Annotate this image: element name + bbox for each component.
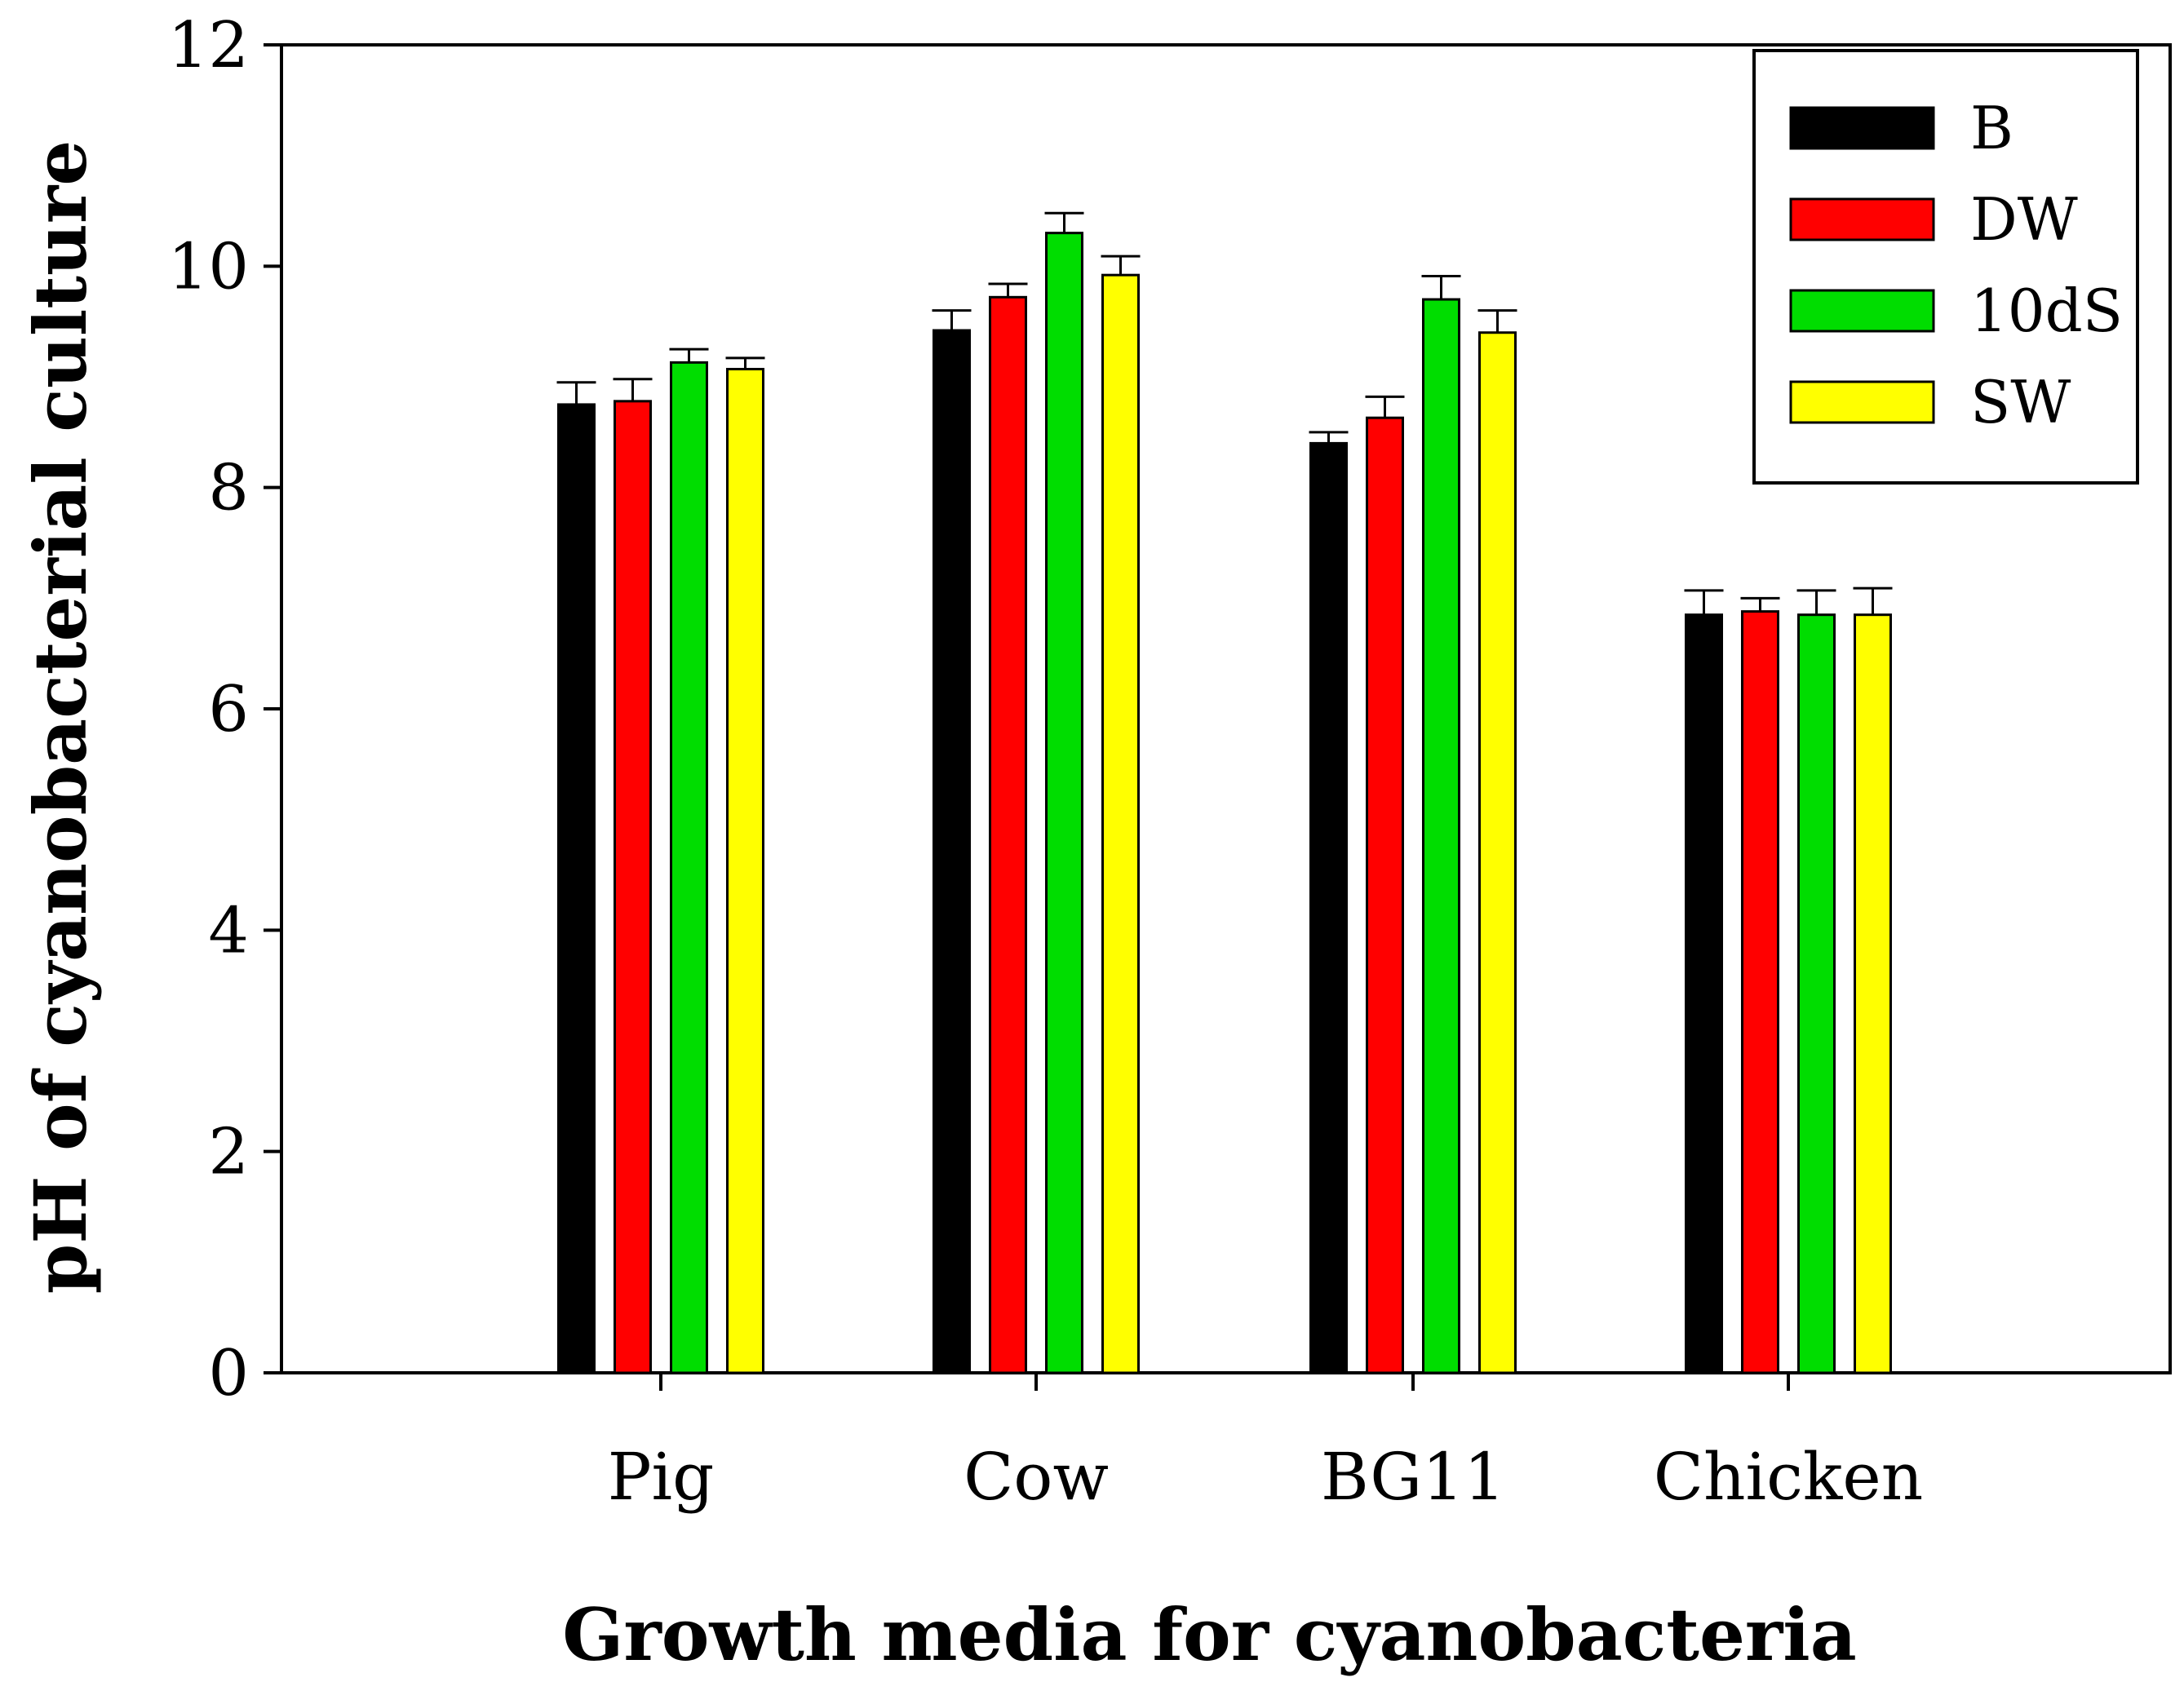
legend-swatch [1789, 380, 1935, 424]
bar [1797, 613, 1836, 1374]
bar [1045, 232, 1083, 1374]
x-tick-label: Pig [608, 1439, 715, 1515]
y-tick-label: 6 [208, 673, 249, 746]
y-tick-label: 2 [208, 1116, 249, 1189]
bar [614, 400, 652, 1374]
y-tick-label: 4 [208, 894, 249, 967]
legend-label: DW [1970, 185, 2078, 254]
x-tick-label: BG11 [1321, 1439, 1505, 1515]
x-tick-label: Chicken [1654, 1439, 1923, 1515]
bar [989, 295, 1027, 1374]
bar [1854, 613, 1892, 1374]
legend-swatch [1789, 106, 1935, 150]
bar [670, 361, 708, 1374]
y-tick-label: 0 [208, 1337, 249, 1410]
legend-label: 10dS [1970, 277, 2123, 345]
legend-swatch [1789, 289, 1935, 333]
bar [933, 329, 971, 1374]
bar [1478, 331, 1517, 1374]
bar [1685, 613, 1723, 1374]
bar [726, 368, 764, 1374]
bar [1101, 273, 1140, 1374]
legend-label: SW [1970, 368, 2071, 436]
y-tick-label: 8 [208, 452, 249, 525]
bar [1309, 441, 1348, 1374]
y-tick-label: 12 [168, 9, 249, 82]
y-axis-title: pH of cyanobacterial culture [18, 140, 103, 1295]
bar [1422, 298, 1460, 1374]
legend-swatch [1789, 197, 1935, 241]
y-tick-label: 10 [168, 230, 249, 303]
x-axis-title: Growth media for cyanobacteria [562, 1592, 1857, 1677]
x-tick-label: Cow [964, 1439, 1109, 1515]
legend-label: B [1970, 94, 2013, 162]
bar [1741, 610, 1779, 1374]
bar [1366, 416, 1404, 1374]
bar [557, 403, 596, 1374]
